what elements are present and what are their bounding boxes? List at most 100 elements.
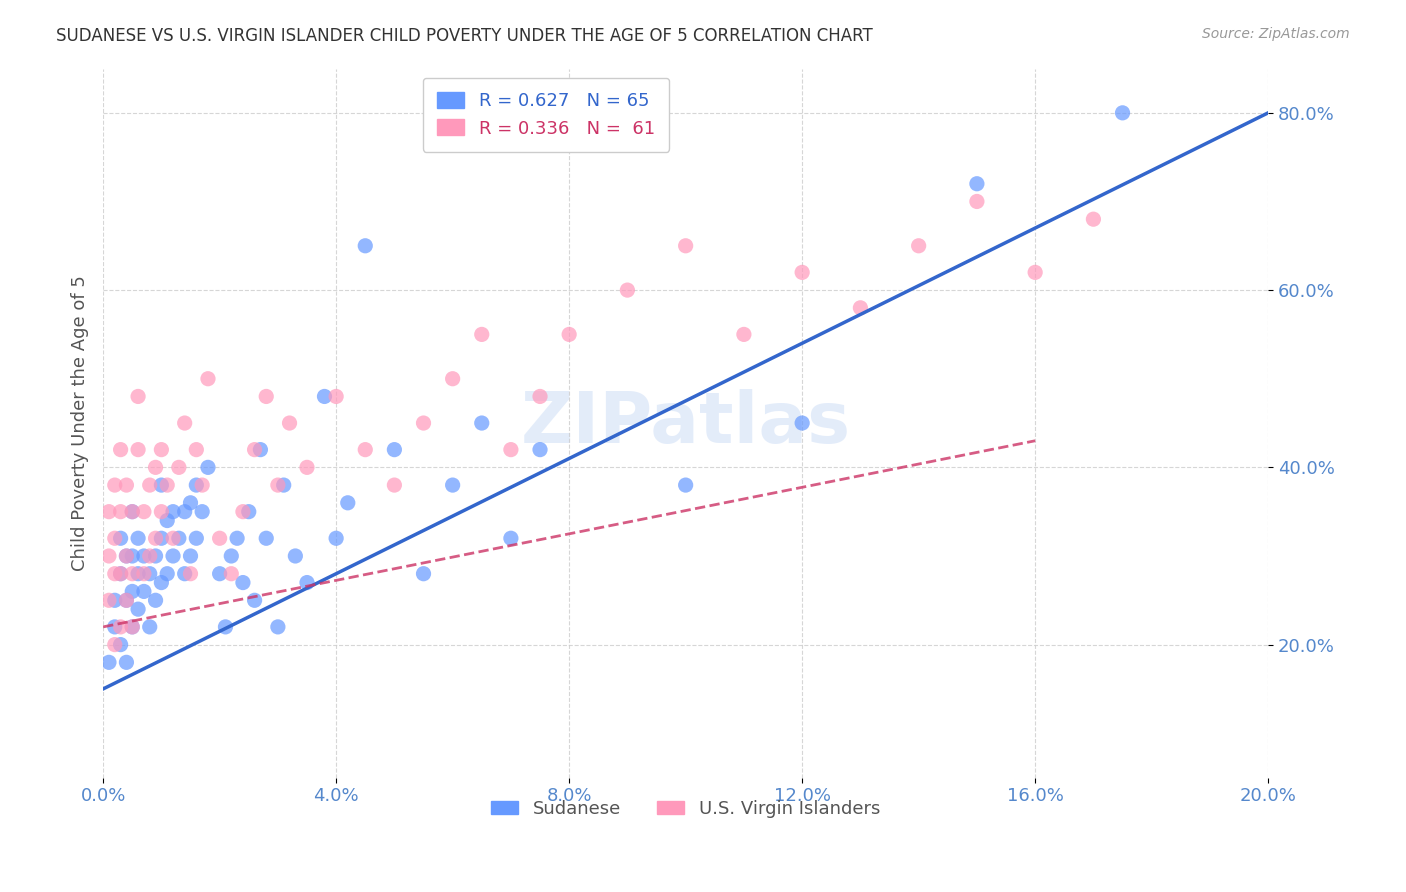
U.S. Virgin Islanders (97, 505, 120, 519)
U.S. Virgin Islanders (325, 389, 347, 403)
Sudanese (273, 478, 295, 492)
U.S. Virgin Islanders (156, 478, 179, 492)
Sudanese (115, 593, 138, 607)
U.S. Virgin Islanders (121, 620, 143, 634)
U.S. Virgin Islanders (278, 416, 301, 430)
U.S. Virgin Islanders (104, 638, 127, 652)
Sudanese (249, 442, 271, 457)
Sudanese (162, 505, 184, 519)
U.S. Virgin Islanders (115, 593, 138, 607)
U.S. Virgin Islanders (191, 478, 214, 492)
Sudanese (529, 442, 551, 457)
Sudanese (173, 505, 195, 519)
U.S. Virgin Islanders (616, 283, 638, 297)
U.S. Virgin Islanders (1024, 265, 1046, 279)
U.S. Virgin Islanders (138, 549, 160, 563)
U.S. Virgin Islanders (966, 194, 988, 209)
U.S. Virgin Islanders (121, 566, 143, 581)
Text: SUDANESE VS U.S. VIRGIN ISLANDER CHILD POVERTY UNDER THE AGE OF 5 CORRELATION CH: SUDANESE VS U.S. VIRGIN ISLANDER CHILD P… (56, 27, 873, 45)
U.S. Virgin Islanders (471, 327, 494, 342)
Sudanese (336, 496, 359, 510)
Sudanese (792, 416, 814, 430)
Sudanese (162, 549, 184, 563)
U.S. Virgin Islanders (138, 478, 160, 492)
U.S. Virgin Islanders (104, 478, 127, 492)
Sudanese (197, 460, 219, 475)
U.S. Virgin Islanders (499, 442, 522, 457)
Sudanese (441, 478, 464, 492)
Sudanese (179, 549, 201, 563)
U.S. Virgin Islanders (97, 593, 120, 607)
Text: ZIPatlas: ZIPatlas (520, 389, 851, 458)
U.S. Virgin Islanders (173, 416, 195, 430)
Sudanese (145, 593, 167, 607)
U.S. Virgin Islanders (104, 531, 127, 545)
U.S. Virgin Islanders (110, 566, 132, 581)
Sudanese (232, 575, 254, 590)
Sudanese (179, 496, 201, 510)
U.S. Virgin Islanders (110, 442, 132, 457)
Sudanese (132, 584, 155, 599)
U.S. Virgin Islanders (384, 478, 406, 492)
Sudanese (499, 531, 522, 545)
Sudanese (384, 442, 406, 457)
Sudanese (254, 531, 277, 545)
Sudanese (208, 566, 231, 581)
Sudanese (295, 575, 318, 590)
Sudanese (110, 531, 132, 545)
U.S. Virgin Islanders (110, 620, 132, 634)
Sudanese (412, 566, 434, 581)
Sudanese (132, 549, 155, 563)
Sudanese (243, 593, 266, 607)
U.S. Virgin Islanders (441, 372, 464, 386)
Sudanese (150, 478, 173, 492)
U.S. Virgin Islanders (267, 478, 290, 492)
U.S. Virgin Islanders (97, 549, 120, 563)
Sudanese (226, 531, 249, 545)
Sudanese (675, 478, 697, 492)
U.S. Virgin Islanders (254, 389, 277, 403)
Sudanese (121, 505, 143, 519)
Sudanese (156, 514, 179, 528)
U.S. Virgin Islanders (104, 566, 127, 581)
U.S. Virgin Islanders (167, 460, 190, 475)
U.S. Virgin Islanders (792, 265, 814, 279)
U.S. Virgin Islanders (907, 239, 929, 253)
U.S. Virgin Islanders (132, 566, 155, 581)
Sudanese (150, 575, 173, 590)
Sudanese (115, 656, 138, 670)
Sudanese (150, 531, 173, 545)
U.S. Virgin Islanders (675, 239, 697, 253)
Sudanese (115, 549, 138, 563)
U.S. Virgin Islanders (150, 442, 173, 457)
Sudanese (121, 549, 143, 563)
U.S. Virgin Islanders (354, 442, 377, 457)
Sudanese (145, 549, 167, 563)
Sudanese (314, 389, 336, 403)
U.S. Virgin Islanders (115, 549, 138, 563)
Sudanese (97, 656, 120, 670)
Sudanese (110, 566, 132, 581)
U.S. Virgin Islanders (127, 389, 149, 403)
Sudanese (167, 531, 190, 545)
Y-axis label: Child Poverty Under the Age of 5: Child Poverty Under the Age of 5 (72, 275, 89, 571)
Sudanese (127, 602, 149, 616)
U.S. Virgin Islanders (558, 327, 581, 342)
U.S. Virgin Islanders (121, 505, 143, 519)
U.S. Virgin Islanders (849, 301, 872, 315)
Sudanese (354, 239, 377, 253)
Sudanese (214, 620, 236, 634)
Sudanese (173, 566, 195, 581)
U.S. Virgin Islanders (186, 442, 208, 457)
U.S. Virgin Islanders (110, 505, 132, 519)
U.S. Virgin Islanders (232, 505, 254, 519)
U.S. Virgin Islanders (127, 442, 149, 457)
U.S. Virgin Islanders (132, 505, 155, 519)
Sudanese (966, 177, 988, 191)
U.S. Virgin Islanders (529, 389, 551, 403)
Sudanese (121, 620, 143, 634)
Sudanese (1111, 105, 1133, 120)
U.S. Virgin Islanders (412, 416, 434, 430)
Legend: Sudanese, U.S. Virgin Islanders: Sudanese, U.S. Virgin Islanders (484, 793, 887, 825)
Sudanese (238, 505, 260, 519)
